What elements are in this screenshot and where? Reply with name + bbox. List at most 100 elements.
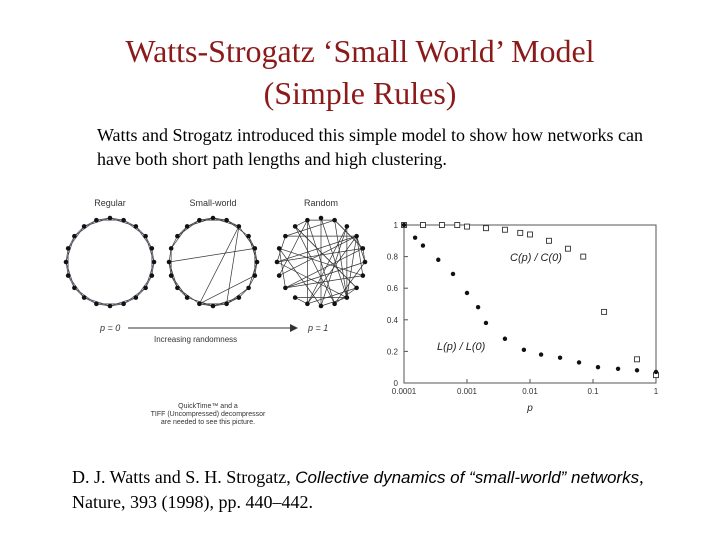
l-ratio-point	[475, 304, 481, 310]
title-line-2: (Simple Rules)	[263, 75, 457, 111]
x-tick-label: 0.01	[522, 387, 538, 396]
c-ratio-point	[464, 223, 470, 230]
network-edge	[334, 261, 366, 305]
quicktime-line-2: TIFF (Uncompressed) decompressor	[151, 411, 266, 418]
network-edge	[294, 226, 357, 289]
ring-label-regular: Regular	[94, 198, 126, 208]
clustering-path-length-chart: 0 0.2 0.4 0.6 0.8 1 0.0001 0.001 0.01 0.1 1 C(p) …	[387, 221, 659, 414]
network-node	[94, 217, 99, 223]
network-node	[344, 295, 350, 300]
network-node	[184, 295, 190, 300]
c-ratio-point	[501, 226, 508, 233]
randomness-arrowhead	[290, 324, 298, 332]
title-line-1: Watts-Strogatz ‘Small World’ Model	[125, 33, 595, 69]
network-node	[276, 246, 282, 251]
y-tick-label: 0.8	[387, 253, 399, 262]
l-ratio-point	[401, 222, 407, 228]
l-ratio-point	[436, 257, 441, 262]
network-node	[151, 259, 157, 265]
network-node	[224, 301, 229, 307]
network-node	[107, 215, 113, 221]
y-tick-label: 0.4	[387, 316, 399, 325]
y-tick-label: 0	[394, 379, 399, 388]
network-node	[318, 215, 324, 221]
x-tick-label: 1	[654, 387, 659, 396]
network-edge	[334, 219, 364, 249]
y-ticks: 0 0.2 0.4 0.6 0.8 1	[387, 221, 408, 388]
network-node	[318, 303, 324, 309]
network-edge	[199, 226, 240, 305]
c-ratio-point	[580, 253, 587, 260]
network-node	[149, 246, 155, 251]
network-node	[224, 217, 229, 223]
network-node	[149, 273, 155, 278]
network-edge	[276, 248, 363, 263]
c-ratio-point	[454, 222, 461, 228]
network-node	[121, 217, 126, 223]
network-node	[72, 233, 77, 239]
network-node	[354, 233, 359, 239]
network-edge	[346, 236, 357, 298]
network-edge	[320, 217, 348, 298]
network-node	[168, 246, 174, 251]
network-node	[360, 273, 366, 278]
network-node	[81, 224, 87, 229]
l-ratio-point	[483, 320, 489, 326]
network-node	[305, 217, 310, 223]
slide-title: Watts-Strogatz ‘Small World’ Model (Simp…	[0, 30, 720, 114]
c-ratio-point	[517, 229, 524, 236]
network-edge	[226, 226, 240, 304]
network-node	[65, 246, 71, 251]
network-node	[210, 303, 216, 309]
network-node	[197, 217, 202, 223]
network-edge	[276, 261, 348, 298]
network-node	[354, 285, 359, 291]
network-node	[143, 233, 148, 239]
network-node	[143, 285, 148, 291]
network-edge	[278, 248, 322, 307]
rings-group	[63, 215, 368, 309]
c-ratio-point	[527, 231, 533, 238]
x-tick-label: 0.1	[587, 387, 599, 396]
y-tick-label: 0.2	[387, 347, 399, 356]
network-node	[63, 259, 69, 265]
l-ratio-point	[576, 360, 582, 365]
network-node	[252, 246, 258, 251]
network-node	[344, 224, 350, 229]
citation-title: Collective dynamics of “small-world” net…	[295, 468, 640, 487]
network-node	[332, 217, 337, 223]
l-ratio-point	[538, 352, 544, 357]
quicktime-line-1: QuickTime™ and a	[178, 403, 238, 410]
network-edge	[285, 248, 364, 289]
l-ratio-point	[634, 368, 640, 373]
network-edge	[307, 235, 357, 305]
c-ratio-point	[546, 237, 552, 244]
c-ratio-point	[483, 225, 489, 232]
network-node	[292, 295, 298, 300]
data-points	[401, 222, 659, 379]
network-edge	[307, 226, 348, 305]
network-node	[236, 224, 242, 229]
plot-frame	[403, 224, 657, 384]
network-node	[305, 301, 310, 307]
network-edge	[356, 236, 364, 276]
network-node	[332, 301, 337, 307]
network-edge	[285, 261, 366, 289]
l-ratio-point	[521, 347, 527, 353]
network-edge	[278, 219, 308, 276]
intro-text: Watts and Strogatz introduced this simpl…	[97, 125, 643, 169]
series-label-l: L(p) / L(0)	[437, 341, 486, 353]
c-ratio-point	[420, 222, 426, 228]
l-ratio-point	[450, 271, 456, 277]
l-ratio-point	[420, 243, 426, 248]
network-node	[168, 273, 174, 278]
ring-label-random: Random	[304, 198, 338, 208]
l-ratio-point	[502, 336, 508, 341]
network-node	[184, 224, 190, 229]
y-tick-label: 1	[394, 221, 399, 230]
l-ratio-point	[653, 369, 659, 375]
c-ratio-point	[564, 245, 571, 252]
network-node	[197, 301, 202, 307]
network-node	[283, 285, 288, 291]
quicktime-line-3: are needed to see this picture.	[161, 419, 255, 426]
